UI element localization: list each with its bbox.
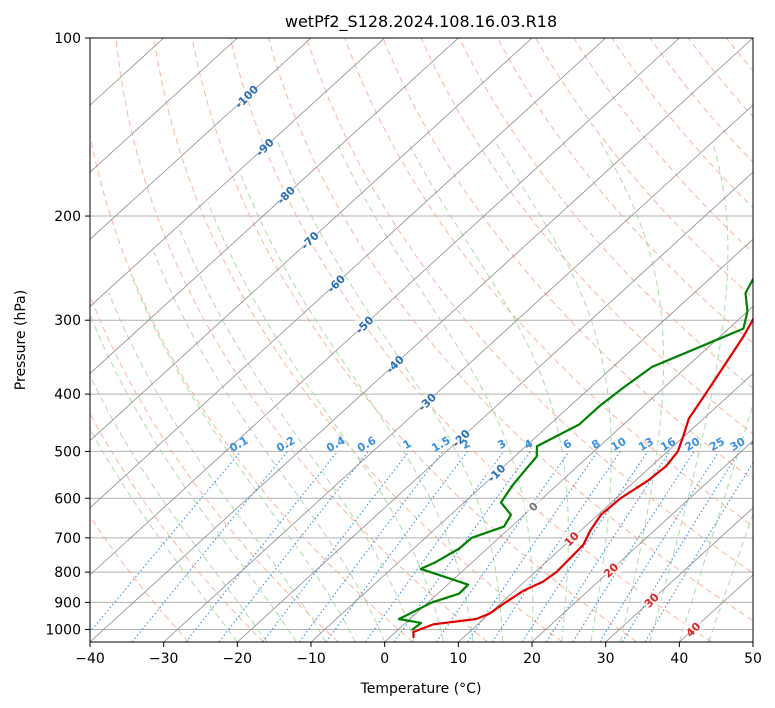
moist-adiabat xyxy=(678,402,753,642)
mixing-ratio-line xyxy=(90,451,242,633)
moist-adiabat xyxy=(153,251,386,642)
mixing-ratio-line xyxy=(521,451,649,642)
dewpoint-profile-line xyxy=(397,276,753,631)
chart-title: wetPf2_S128.2024.108.16.03.R18 xyxy=(285,12,557,32)
plot-area: -100-90-80-70-60-50-40-30-20-10010203040… xyxy=(90,38,768,642)
x-tick-label: 20 xyxy=(523,651,541,667)
dry-adiabat xyxy=(535,38,753,299)
isotherm-line xyxy=(90,38,385,307)
moist-adiabat xyxy=(90,427,238,642)
moist-adiabat xyxy=(495,141,612,642)
x-tick-label: −30 xyxy=(149,651,179,667)
moist-adiabat xyxy=(130,273,356,642)
y-tick-label: 900 xyxy=(54,595,81,611)
dry-adiabat xyxy=(268,38,753,622)
dry-adiabat xyxy=(191,38,638,642)
x-tick-label: 0 xyxy=(380,651,389,667)
mixing-ratio-line xyxy=(491,451,621,642)
x-tick-label: −20 xyxy=(223,651,253,667)
isotherm-line xyxy=(90,38,533,442)
sounding-series xyxy=(397,276,753,639)
moist-adiabat xyxy=(407,141,569,642)
mixing-ratio-label: 36 xyxy=(748,435,768,454)
x-tick-label: 30 xyxy=(597,651,615,667)
x-tick-label: 10 xyxy=(449,651,467,667)
mixing-ratio-line xyxy=(298,451,444,642)
mixing-ratio-line xyxy=(325,451,468,642)
dry-adiabat xyxy=(90,412,264,642)
mixing-ratio-line xyxy=(435,451,570,642)
mixing-ratio-line xyxy=(364,451,505,642)
moist-adiabat xyxy=(336,141,534,642)
mixing-ratio-line xyxy=(467,451,599,642)
isotherm-line xyxy=(90,38,753,642)
y-tick-label: 400 xyxy=(54,387,81,403)
y-tick-label: 300 xyxy=(54,313,81,329)
y-tick-label: 100 xyxy=(54,31,81,47)
isotherm-line xyxy=(90,38,312,240)
mixing-ratio-line xyxy=(131,451,289,642)
isotherm-line xyxy=(90,38,606,509)
isotherm-line xyxy=(605,507,753,642)
y-tick-label: 200 xyxy=(54,209,81,225)
x-tick-label: 40 xyxy=(670,651,688,667)
moist-adiabat xyxy=(108,292,327,642)
x-axis-ticks: −40 −30 −20 −10 0 10 20 30 40 50 xyxy=(75,642,762,667)
y-tick-label: 600 xyxy=(54,491,81,507)
moist-adiabat xyxy=(600,141,665,642)
isotherm-line xyxy=(237,171,753,642)
mixing-ratio-line xyxy=(545,451,671,642)
x-tick-label: 50 xyxy=(744,651,762,667)
mixing-ratio-line xyxy=(185,451,338,642)
y-tick-label: 1000 xyxy=(45,622,81,638)
y-tick-label: 500 xyxy=(54,444,81,460)
dry-adiabat xyxy=(90,515,190,642)
y-tick-label: 800 xyxy=(54,565,81,581)
mixing-ratio-line xyxy=(262,451,410,642)
mixing-ratio-line xyxy=(621,451,740,642)
plot-frame xyxy=(89,37,754,643)
isotherm-line xyxy=(90,38,238,173)
isotherm-line xyxy=(90,38,459,375)
dry-adiabat xyxy=(153,38,563,642)
y-axis-label: Pressure (hPa) xyxy=(13,290,29,390)
isotherm-line xyxy=(163,104,753,642)
x-axis-label: Temperature (°C) xyxy=(360,681,482,697)
x-tick-label: −10 xyxy=(296,651,326,667)
x-tick-label: −40 xyxy=(75,651,105,667)
y-axis-ticks: 100 200 300 400 500 600 700 800 900 1000 xyxy=(45,31,90,638)
moist-adiabat xyxy=(90,313,297,642)
y-tick-label: 700 xyxy=(54,531,81,547)
mixing-ratio-line xyxy=(599,451,720,642)
isotherm-line xyxy=(531,440,753,642)
isotherm-line xyxy=(90,38,680,576)
isotherm-line xyxy=(310,238,753,642)
pressure-gridlines xyxy=(90,38,753,630)
temperature-profile-line xyxy=(412,316,753,639)
dry-adiabat xyxy=(90,132,414,642)
